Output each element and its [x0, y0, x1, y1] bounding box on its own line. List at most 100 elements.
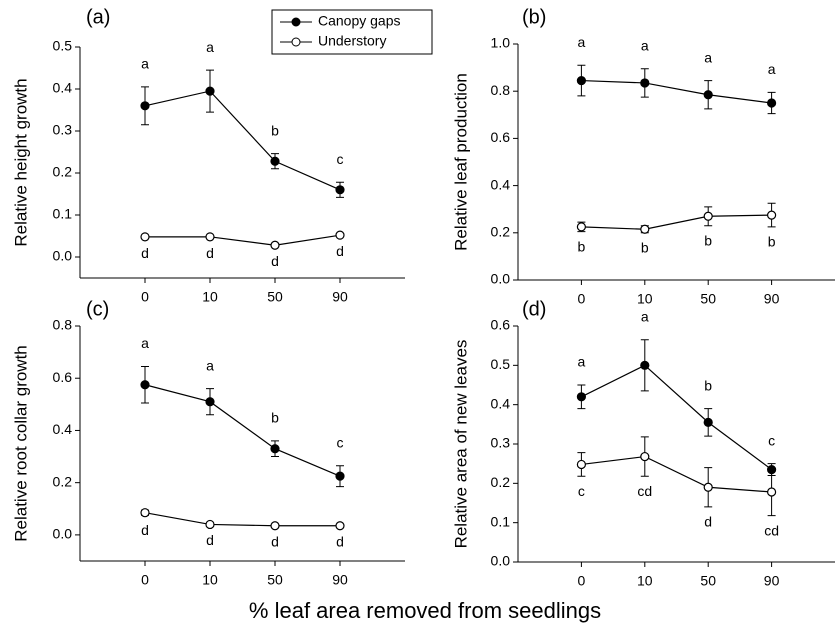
x-tick-label: 50 — [267, 289, 283, 305]
significance-label: b — [768, 234, 776, 250]
legend-label: Understory — [318, 33, 386, 49]
significance-label: b — [704, 377, 712, 393]
marker — [576, 392, 587, 402]
x-tick-label: 90 — [332, 572, 348, 588]
series-line — [144, 384, 341, 477]
panel-label: (d) — [522, 298, 546, 320]
marker — [335, 185, 345, 195]
x-tick-label: 0 — [578, 291, 586, 307]
y-tick-label: 0.6 — [53, 369, 73, 385]
marker — [703, 482, 713, 492]
y-tick-label: 0.8 — [491, 82, 511, 98]
panel-label: (c) — [86, 298, 109, 320]
series-line — [581, 79, 772, 104]
marker — [766, 98, 777, 108]
x-tick-label: 10 — [637, 291, 653, 307]
y-tick-label: 0.0 — [491, 553, 511, 569]
marker — [703, 211, 713, 221]
panel-label: (a) — [86, 6, 110, 28]
significance-label: b — [641, 240, 649, 256]
x-tick-label: 0 — [578, 573, 586, 589]
y-axis-title: Relative area of new leaves — [451, 340, 470, 549]
legend-marker — [291, 17, 301, 27]
significance-label: d — [704, 514, 712, 530]
series-line — [581, 214, 772, 230]
panel-label: (b) — [522, 6, 546, 28]
y-tick-label: 0.6 — [491, 129, 511, 145]
significance-label: a — [704, 49, 712, 65]
marker — [576, 459, 587, 470]
significance-label: cd — [637, 483, 652, 499]
y-tick-label: 0.4 — [53, 421, 73, 437]
significance-label: a — [206, 357, 214, 373]
marker — [703, 417, 713, 427]
marker — [140, 380, 150, 390]
y-tick-label: 0.0 — [491, 271, 511, 287]
y-tick-label: 0.1 — [491, 513, 511, 529]
x-tick-label: 90 — [764, 573, 780, 589]
legend-box — [271, 9, 433, 55]
marker — [640, 360, 650, 370]
significance-label: a — [578, 354, 586, 370]
x-tick-label: 50 — [700, 291, 716, 307]
significance-label: b — [578, 238, 586, 254]
marker — [576, 222, 587, 232]
series-line — [145, 234, 341, 246]
significance-label: a — [578, 34, 586, 50]
marker — [270, 444, 280, 454]
significance-label: c — [337, 434, 344, 450]
significance-label: c — [578, 483, 585, 499]
series-line — [144, 90, 341, 191]
marker — [640, 224, 650, 234]
y-tick-label: 0.8 — [53, 317, 73, 333]
significance-label: c — [768, 432, 775, 448]
significance-label: b — [704, 232, 712, 248]
significance-label: d — [206, 245, 214, 261]
y-tick-label: 0.2 — [53, 164, 73, 180]
y-tick-label: 0.5 — [53, 38, 73, 54]
x-tick-label: 10 — [202, 289, 218, 305]
marker — [205, 86, 215, 96]
legend-marker — [291, 37, 301, 47]
marker — [766, 210, 777, 220]
y-tick-label: 0.1 — [53, 206, 73, 222]
x-tick-label: 10 — [202, 572, 218, 588]
x-tick-label: 50 — [700, 573, 716, 589]
x-tick-label: 90 — [764, 291, 780, 307]
y-tick-label: 1.0 — [491, 35, 511, 51]
significance-label: b — [271, 410, 279, 426]
marker — [205, 232, 215, 242]
y-axis-title: Relative height growth — [11, 78, 30, 246]
marker — [140, 508, 150, 518]
x-tick-label: 90 — [332, 289, 348, 305]
x-axis-title: % leaf area removed from seedlings — [249, 598, 601, 623]
marker — [335, 521, 345, 531]
y-tick-label: 0.6 — [491, 317, 511, 333]
y-tick-label: 0.4 — [491, 176, 511, 192]
marker — [703, 90, 713, 100]
significance-label: d — [336, 243, 344, 259]
y-tick-label: 0.0 — [53, 526, 73, 542]
marker — [335, 230, 345, 240]
significance-label: a — [641, 37, 649, 53]
y-tick-label: 0.4 — [53, 80, 73, 96]
marker — [640, 451, 650, 462]
significance-label: cd — [764, 522, 779, 538]
marker — [270, 156, 280, 166]
significance-label: d — [271, 253, 279, 269]
marker — [205, 397, 215, 407]
significance-label: a — [206, 39, 214, 55]
significance-label: a — [141, 335, 149, 351]
y-tick-label: 0.4 — [491, 395, 511, 411]
marker — [140, 232, 150, 242]
series-line — [581, 455, 772, 493]
x-tick-label: 0 — [141, 289, 149, 305]
x-tick-label: 10 — [637, 573, 653, 589]
y-tick-label: 0.0 — [53, 248, 73, 264]
y-tick-label: 0.2 — [491, 224, 511, 240]
significance-label: b — [271, 122, 279, 138]
y-tick-label: 0.2 — [491, 474, 511, 490]
y-axis-title: Relative root collar growth — [11, 345, 30, 542]
significance-label: a — [641, 308, 649, 324]
